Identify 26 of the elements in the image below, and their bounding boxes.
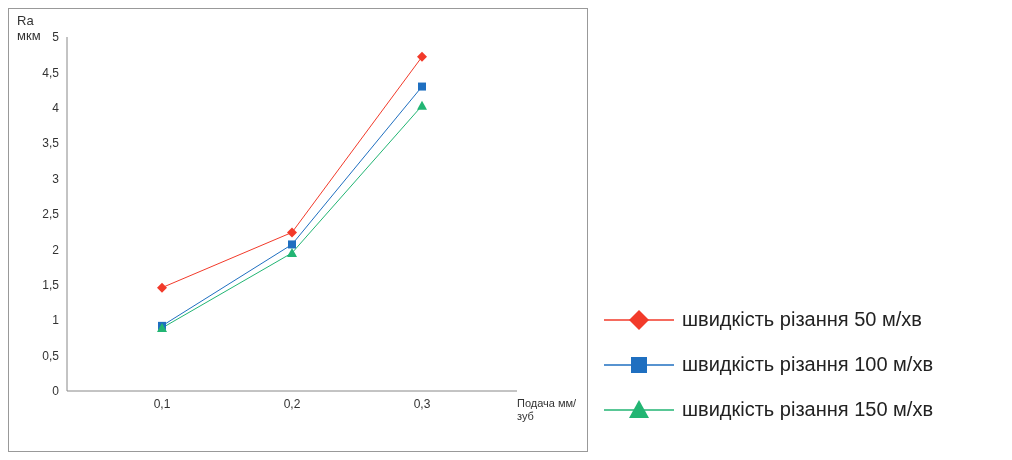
point	[287, 227, 297, 238]
y-tick-label: 3,5	[42, 136, 60, 151]
y-tick-label: 1,5	[42, 278, 60, 293]
y-tick-label: 1	[52, 313, 60, 328]
x-tick-label: 0,2	[283, 396, 301, 411]
y-axis-title: Ra мкм	[17, 13, 42, 43]
y-tick-label: 2,5	[42, 207, 60, 222]
y-tick-label: 2	[52, 242, 60, 257]
x-axis-title: Подача мм/зуб	[517, 397, 577, 423]
x-tick-label: 0,1	[153, 396, 171, 411]
point	[418, 82, 426, 91]
legend-label: швидкість різання 100 м/хв	[682, 353, 934, 376]
y-tick-label: 0	[52, 384, 60, 399]
y-tick-label: 3	[52, 171, 60, 186]
point	[287, 247, 297, 257]
y-tick-label: 4,5	[42, 65, 60, 80]
legend-label: швидкість різання 150 м/хв	[682, 398, 934, 421]
legend-label: швидкість різання 50 м/хв	[682, 308, 922, 331]
point	[417, 51, 427, 62]
x-tick-label: 0,3	[413, 396, 431, 411]
y-tick-label: 5	[52, 30, 60, 45]
point	[417, 100, 427, 110]
point	[288, 240, 296, 249]
y-tick-label: 4	[52, 101, 60, 116]
point	[157, 282, 167, 293]
y-tick-label: 0,5	[42, 348, 60, 363]
